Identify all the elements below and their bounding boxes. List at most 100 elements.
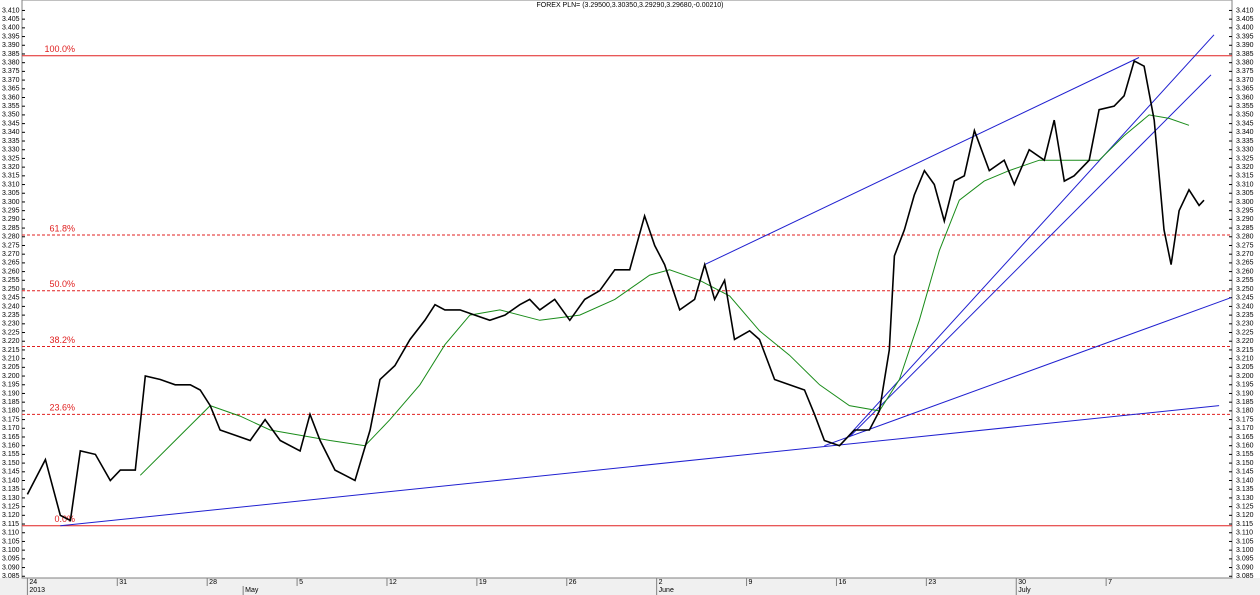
x-tick-label: 9 [749, 579, 753, 586]
y-tick-label: 3.140 [2, 477, 20, 484]
y-tick-label: 3.345 [2, 120, 20, 127]
y-tick-label: 3.295 [2, 208, 20, 215]
y-tick-label: 3.120 [2, 512, 20, 519]
y-tick-label: 3.135 [1236, 486, 1254, 493]
y-tick-label: 3.200 [1236, 373, 1254, 380]
y-tick-label: 3.115 [1236, 521, 1253, 528]
x-tick-label: 12 [389, 579, 397, 586]
y-tick-label: 3.165 [2, 434, 20, 441]
y-tick-label: 3.115 [2, 521, 19, 528]
y-tick-label: 3.085 [2, 573, 20, 580]
month-label: July [1018, 587, 1031, 594]
y-tick-label: 3.250 [1236, 286, 1254, 293]
trend-line [824, 297, 1232, 447]
x-tick-label: 28 [209, 579, 217, 586]
y-tick-label: 3.265 [2, 260, 20, 267]
y-tick-label: 3.370 [2, 77, 20, 84]
x-tick-label: 2 [659, 579, 663, 586]
y-tick-label: 3.325 [2, 155, 20, 162]
x-tick-label: 26 [569, 579, 577, 586]
y-tick-label: 3.285 [2, 225, 20, 232]
y-tick-label: 3.125 [1236, 503, 1254, 510]
y-tick-label: 3.395 [2, 33, 20, 40]
y-tick-label: 3.245 [1236, 295, 1254, 302]
y-tick-label: 3.135 [2, 486, 20, 493]
y-tick-label: 3.320 [2, 164, 20, 171]
y-tick-label: 3.295 [1236, 208, 1254, 215]
y-tick-label: 3.260 [2, 268, 20, 275]
y-tick-label: 3.400 [1236, 25, 1254, 32]
trend-line [60, 405, 1220, 527]
month-label: May [245, 587, 259, 594]
fib-label: 100.0% [44, 44, 75, 54]
y-tick-label: 3.215 [1236, 347, 1254, 354]
y-tick-label: 3.275 [2, 242, 20, 249]
trend-line [704, 57, 1140, 266]
fib-label: 61.8% [49, 223, 75, 233]
fib-label: 0.0% [54, 514, 75, 524]
y-tick-label: 3.320 [1236, 164, 1254, 171]
y-tick-label: 3.275 [1236, 242, 1254, 249]
y-tick-label: 3.365 [2, 86, 20, 93]
y-tick-label: 3.130 [1236, 495, 1254, 502]
date-strip [0, 578, 1260, 595]
y-tick-label: 3.175 [2, 416, 20, 423]
chart-title: FOREX PLN= (3.29500,3.30350,3.29290,3.29… [537, 2, 724, 9]
y-tick-label: 3.150 [2, 460, 20, 467]
y-tick-label: 3.185 [2, 399, 20, 406]
x-tick-label: 24 [29, 579, 37, 586]
y-tick-label: 3.280 [1236, 234, 1254, 241]
y-tick-label: 3.180 [2, 408, 20, 415]
y-tick-label: 3.365 [1236, 86, 1254, 93]
y-tick-label: 3.390 [1236, 42, 1254, 49]
y-tick-label: 3.340 [2, 129, 20, 136]
y-tick-label: 3.390 [2, 42, 20, 49]
y-tick-label: 3.300 [2, 199, 20, 206]
y-tick-label: 3.095 [2, 556, 20, 563]
x-tick-label: 16 [838, 579, 846, 586]
y-tick-label: 3.265 [1236, 260, 1254, 267]
y-tick-label: 3.325 [1236, 155, 1254, 162]
y-tick-label: 3.255 [1236, 277, 1254, 284]
y-tick-label: 3.105 [1236, 538, 1254, 545]
y-tick-label: 3.305 [1236, 190, 1254, 197]
y-tick-label: 3.210 [2, 355, 20, 362]
trend-line [849, 74, 1212, 438]
y-tick-label: 3.380 [1236, 60, 1254, 67]
y-tick-label: 3.150 [1236, 460, 1254, 467]
x-tick-label: 5 [299, 579, 303, 586]
x-tick-label: 30 [1018, 579, 1026, 586]
y-tick-label: 3.240 [2, 303, 20, 310]
x-tick-label: 7 [1108, 579, 1112, 586]
y-tick-label: 3.230 [2, 321, 20, 328]
y-tick-label: 3.220 [2, 338, 20, 345]
y-tick-label: 3.290 [1236, 216, 1254, 223]
y-tick-label: 3.270 [1236, 251, 1254, 258]
y-tick-label: 3.375 [2, 68, 20, 75]
y-tick-label: 3.400 [2, 25, 20, 32]
y-tick-label: 3.310 [1236, 181, 1254, 188]
fib-label: 23.6% [49, 403, 75, 413]
y-tick-label: 3.380 [2, 60, 20, 67]
y-tick-label: 3.355 [1236, 103, 1254, 110]
y-tick-label: 3.360 [1236, 94, 1254, 101]
y-tick-label: 3.410 [2, 7, 20, 14]
y-tick-label: 3.145 [2, 469, 20, 476]
y-tick-label: 3.285 [1236, 225, 1254, 232]
y-tick-label: 3.200 [2, 373, 20, 380]
y-tick-label: 3.160 [2, 443, 20, 450]
y-tick-label: 3.160 [1236, 443, 1254, 450]
y-tick-label: 3.110 [1236, 530, 1253, 537]
y-tick-label: 3.305 [2, 190, 20, 197]
y-tick-label: 3.330 [2, 147, 20, 154]
y-tick-label: 3.185 [1236, 399, 1254, 406]
y-tick-label: 3.190 [2, 390, 20, 397]
y-tick-label: 3.090 [1236, 564, 1254, 571]
y-tick-label: 3.315 [2, 173, 20, 180]
y-tick-label: 3.140 [1236, 477, 1254, 484]
month-label: 2013 [29, 587, 45, 594]
y-tick-label: 3.405 [2, 16, 20, 23]
y-tick-label: 3.105 [2, 538, 20, 545]
